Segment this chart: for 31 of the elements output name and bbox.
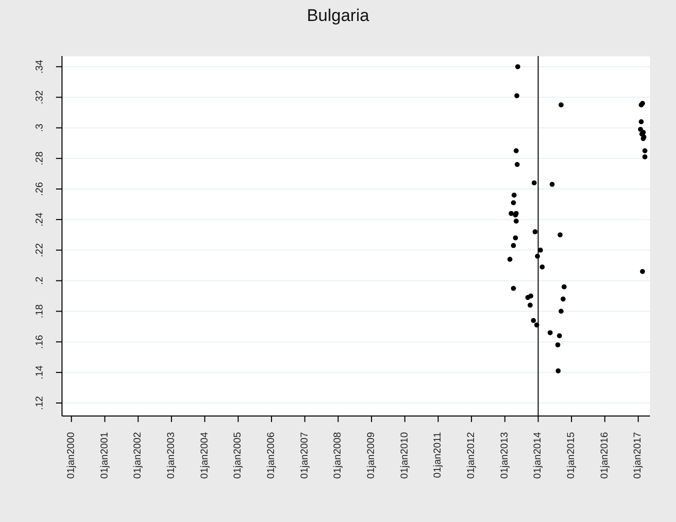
y-tick-label: .28 bbox=[34, 151, 46, 166]
x-tick-label: 01jan2013 bbox=[499, 432, 510, 479]
x-tick-label: 01jan2005 bbox=[232, 432, 244, 479]
y-tick-label: .14 bbox=[34, 365, 46, 380]
x-tick-label: 01jan2003 bbox=[166, 432, 177, 479]
x-tick-label: 01jan2016 bbox=[599, 432, 610, 479]
y-tick-label: .26 bbox=[34, 182, 46, 196]
x-tick-label: 01jan2002 bbox=[132, 432, 144, 479]
x-tick-label: 01jan2014 bbox=[532, 432, 544, 479]
y-tick-label: .3 bbox=[34, 123, 46, 132]
y-tick-label: .18 bbox=[34, 304, 46, 318]
x-tick-label: 01jan2017 bbox=[632, 432, 644, 479]
x-tick-label: 01jan2012 bbox=[466, 432, 477, 479]
y-tick-label: .32 bbox=[34, 90, 46, 104]
y-tick-label: .12 bbox=[34, 396, 46, 410]
x-tick-label: 01jan2010 bbox=[399, 432, 410, 479]
x-tick-label: 01jan2009 bbox=[366, 432, 378, 479]
x-tick-label: 01jan2006 bbox=[266, 432, 277, 479]
y-tick-label: .16 bbox=[34, 334, 46, 349]
x-tick-label: 01jan2004 bbox=[199, 432, 210, 479]
y-tick-label: .34 bbox=[34, 59, 46, 74]
chart-title: Bulgaria bbox=[306, 6, 370, 26]
x-tick-label: 01jan2007 bbox=[299, 432, 310, 479]
x-tick-label: 01jan2015 bbox=[566, 432, 578, 479]
x-tick-label: 01jan2001 bbox=[99, 432, 110, 479]
x-tick-label: 01jan2011 bbox=[432, 432, 444, 478]
y-tick-label: .2 bbox=[34, 276, 46, 285]
y-tick-label: .24 bbox=[34, 212, 46, 227]
x-tick-label: 01jan2000 bbox=[66, 432, 77, 479]
x-tick-label: 01jan2008 bbox=[332, 432, 344, 479]
y-tick-label: .22 bbox=[34, 242, 46, 258]
